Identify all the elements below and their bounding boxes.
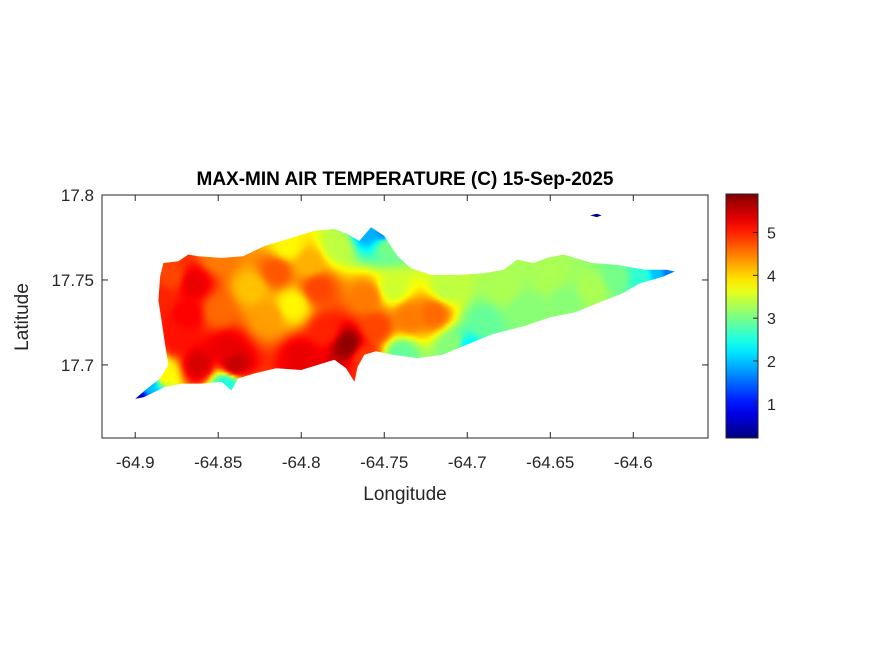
y-axis-ticks: 17.7 17.75 17.8: [51, 186, 708, 375]
x-tick-label: -64.9: [116, 453, 155, 472]
colorbar-tick-label: 3: [767, 311, 776, 328]
chart-title: MAX-MIN AIR TEMPERATURE (C) 15-Sep-2025: [197, 169, 614, 190]
y-tick-label: 17.7: [61, 356, 94, 375]
buck-island: [590, 213, 602, 218]
x-tick-label: -64.65: [526, 453, 574, 472]
x-tick-label: -64.8: [282, 453, 321, 472]
colorbar-frame: [725, 193, 759, 439]
x-tick-label: -64.75: [360, 453, 408, 472]
y-tick-label: 17.75: [51, 271, 94, 290]
colorbar-ticks: 1 2 3 4 5: [753, 226, 776, 414]
colorbar-tick-label: 1: [767, 397, 776, 414]
x-axis-ticks: -64.9 -64.85 -64.8 -64.75 -64.7 -64.65 -64.6: [116, 195, 653, 472]
colorbar-tick-label: 4: [767, 268, 776, 285]
colorbar-tick-label: 5: [767, 226, 776, 243]
y-axis-label: Latitude: [12, 283, 33, 351]
colorbar-gradient: [726, 194, 758, 438]
colorbar: 1 2 3 4 5: [725, 193, 776, 439]
colorbar-tick-label: 2: [767, 354, 776, 371]
x-tick-label: -64.7: [448, 453, 487, 472]
y-tick-label: 17.8: [61, 186, 94, 205]
x-axis-label: Longitude: [363, 484, 446, 505]
x-tick-label: -64.6: [614, 453, 653, 472]
plot-frame: [101, 194, 709, 439]
x-tick-label: -64.85: [194, 453, 242, 472]
